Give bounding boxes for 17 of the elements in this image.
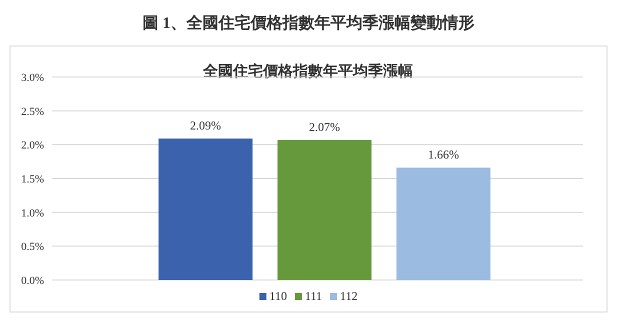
y-tick-label: 2.0%: [21, 140, 44, 152]
legend-label: 112: [340, 289, 358, 303]
legend-label: 111: [304, 289, 322, 303]
y-tick-label: 0.0%: [21, 275, 44, 287]
y-tick-label: 1.5%: [21, 174, 44, 186]
legend-label: 110: [269, 289, 287, 303]
y-tick-label: 0.5%: [21, 241, 44, 254]
data-label: 2.07%: [309, 120, 340, 134]
bar: [158, 138, 253, 280]
y-tick-label: 3.0%: [21, 72, 44, 84]
y-tick-label: 1.0%: [21, 207, 44, 220]
data-label: 2.09%: [190, 118, 222, 133]
bar: [396, 168, 490, 280]
data-label: 1.66%: [428, 148, 459, 162]
y-tick-label: 2.5%: [21, 106, 44, 118]
bar: [278, 140, 372, 280]
caption: 圖 1、全國住宅價格指數年平均季漲幅變動情形: [142, 13, 474, 32]
